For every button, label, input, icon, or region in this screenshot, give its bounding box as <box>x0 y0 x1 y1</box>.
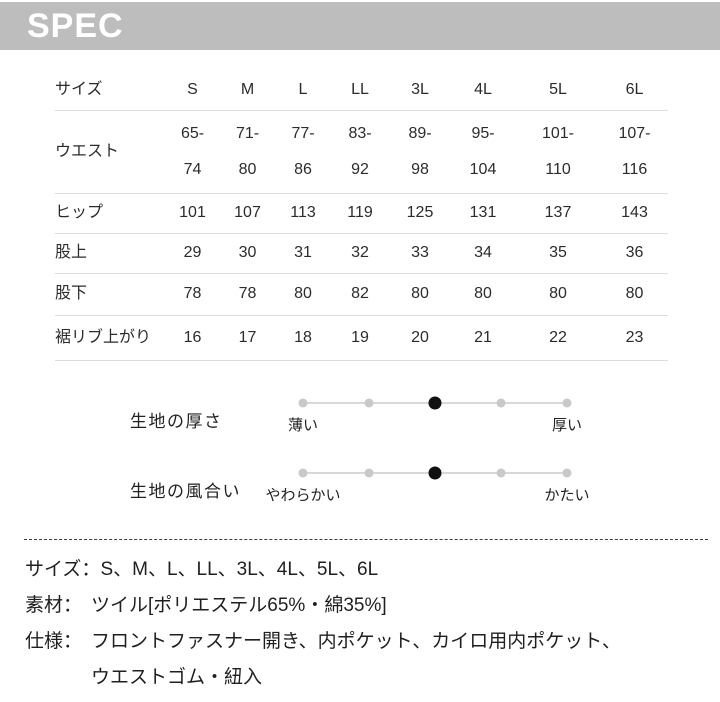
size-table-row: 股上 29 30 31 32 33 34 35 36 <box>55 233 668 274</box>
table-cell: 83- 92 <box>331 110 389 194</box>
table-cell: 119 <box>331 193 389 234</box>
scale-dot-active <box>428 466 442 480</box>
size-table-row: 裾リブ上がり 16 17 18 19 20 21 22 23 <box>55 315 668 361</box>
table-cell: 16 <box>165 315 220 361</box>
scale-dot <box>364 468 374 478</box>
scale-dot <box>496 398 506 408</box>
fabric-thickness-label: 生地の厚さ <box>130 412 223 431</box>
table-cell: 17 <box>220 315 275 361</box>
size-column-header: 3L <box>389 70 451 111</box>
detail-label: 仕様： <box>25 631 83 652</box>
size-table: サイズ S M L LL 3L 4L 5L 6L ウエスト 65- 74 71- 80 77- 86 8… <box>55 70 668 361</box>
table-cell: 33 <box>389 233 451 274</box>
size-table-row: ヒップ 101 107 113 119 125 131 137 143 <box>55 193 668 234</box>
product-details: サイズ： S、M、L、LL、3L、4L、5L、6L 素材： ツイル[ポリエステル65%… <box>25 552 695 696</box>
scale-min-label: 薄い <box>287 417 319 434</box>
size-column-header: M <box>220 70 275 111</box>
detail-row: サイズ： S、M、L、LL、3L、4L、5L、6L <box>25 552 695 588</box>
table-cell: 32 <box>331 233 389 274</box>
dashed-divider <box>24 539 708 540</box>
table-cell: 29 <box>165 233 220 274</box>
table-cell: 101- 110 <box>515 110 601 194</box>
table-cell: 82 <box>331 273 389 316</box>
table-cell: 30 <box>220 233 275 274</box>
table-cell: 20 <box>389 315 451 361</box>
size-table-body: ウエスト 65- 74 71- 80 77- 86 83- 92 89- 98 95- 10… <box>55 110 668 361</box>
table-cell: 107 <box>220 193 275 234</box>
table-cell: 35 <box>515 233 601 274</box>
size-column-header: LL <box>331 70 389 111</box>
scale-dot <box>562 468 572 478</box>
table-cell: 107- 116 <box>601 110 668 194</box>
size-table-head: サイズ S M L LL 3L 4L 5L 6L <box>55 70 668 111</box>
row-label: ヒップ <box>55 193 165 234</box>
detail-row: 素材： ツイル[ポリエステル65%・綿35%] <box>25 588 695 624</box>
scale-dot <box>496 468 506 478</box>
table-cell: 131 <box>451 193 515 234</box>
table-cell: 137 <box>515 193 601 234</box>
fabric-texture-track: やわらかい かたい <box>265 466 590 504</box>
size-column-header: 4L <box>451 70 515 111</box>
table-cell: 143 <box>601 193 668 234</box>
scale-dot-active <box>428 396 442 410</box>
table-cell: 78 <box>220 273 275 316</box>
table-cell: 80 <box>515 273 601 316</box>
table-cell: 65- 74 <box>165 110 220 194</box>
size-table-row: 股下 78 78 80 82 80 80 80 80 <box>55 273 668 316</box>
spec-title: SPEC <box>27 7 124 45</box>
row-label: 股下 <box>55 273 165 316</box>
size-column-header: 5L <box>515 70 601 111</box>
fabric-thickness-track: 薄い 厚い <box>288 396 582 434</box>
row-label: ウエスト <box>55 110 165 194</box>
table-cell: 71- 80 <box>220 110 275 194</box>
spec-header-bar: SPEC <box>0 2 720 50</box>
table-cell: 125 <box>389 193 451 234</box>
table-cell: 18 <box>275 315 331 361</box>
size-column-header: S <box>165 70 220 111</box>
size-column-header: 6L <box>601 70 668 111</box>
table-cell: 113 <box>275 193 331 234</box>
table-cell: 36 <box>601 233 668 274</box>
row-label: 股上 <box>55 233 165 274</box>
fabric-texture-scale: 生地の風合い やわらかい かたい <box>0 455 720 525</box>
scale-max-label: かたい <box>544 487 590 504</box>
fabric-thickness-scale: 生地の厚さ 薄い 厚い <box>0 385 720 455</box>
scale-dot <box>364 398 374 408</box>
fabric-texture-label: 生地の風合い <box>130 482 241 501</box>
table-cell: 80 <box>275 273 331 316</box>
table-cell: 19 <box>331 315 389 361</box>
size-column-header: L <box>275 70 331 111</box>
scale-min-label: やわらかい <box>265 487 341 504</box>
row-label: 裾リブ上がり <box>55 315 165 361</box>
table-cell: 22 <box>515 315 601 361</box>
table-cell: 78 <box>165 273 220 316</box>
size-table-header-row: サイズ S M L LL 3L 4L 5L 6L <box>55 70 668 111</box>
table-cell: 89- 98 <box>389 110 451 194</box>
detail-value: フロントファスナー開き、内ポケット、カイロ用内ポケット、 ウエストゴム・紐入 <box>91 631 621 688</box>
scale-max-label: 厚い <box>551 417 583 434</box>
detail-value: ツイル[ポリエステル65%・綿35%] <box>91 595 387 616</box>
detail-label: 素材： <box>25 595 83 616</box>
size-table-corner-label: サイズ <box>55 70 165 111</box>
table-cell: 77- 86 <box>275 110 331 194</box>
table-cell: 95- 104 <box>451 110 515 194</box>
scale-dot <box>562 398 572 408</box>
table-cell: 34 <box>451 233 515 274</box>
detail-row: 仕様： フロントファスナー開き、内ポケット、カイロ用内ポケット、 ウエストゴム・紐… <box>25 624 695 696</box>
detail-value: S、M、L、LL、3L、4L、5L、6L <box>100 559 379 580</box>
table-cell: 80 <box>451 273 515 316</box>
table-cell: 80 <box>601 273 668 316</box>
table-cell: 31 <box>275 233 331 274</box>
table-cell: 101 <box>165 193 220 234</box>
table-cell: 80 <box>389 273 451 316</box>
detail-label: サイズ： <box>25 559 101 580</box>
scale-dot <box>298 398 308 408</box>
scale-dot <box>298 468 308 478</box>
table-cell: 23 <box>601 315 668 361</box>
table-cell: 21 <box>451 315 515 361</box>
size-table-row: ウエスト 65- 74 71- 80 77- 86 83- 92 89- 98 95- 10… <box>55 110 668 194</box>
